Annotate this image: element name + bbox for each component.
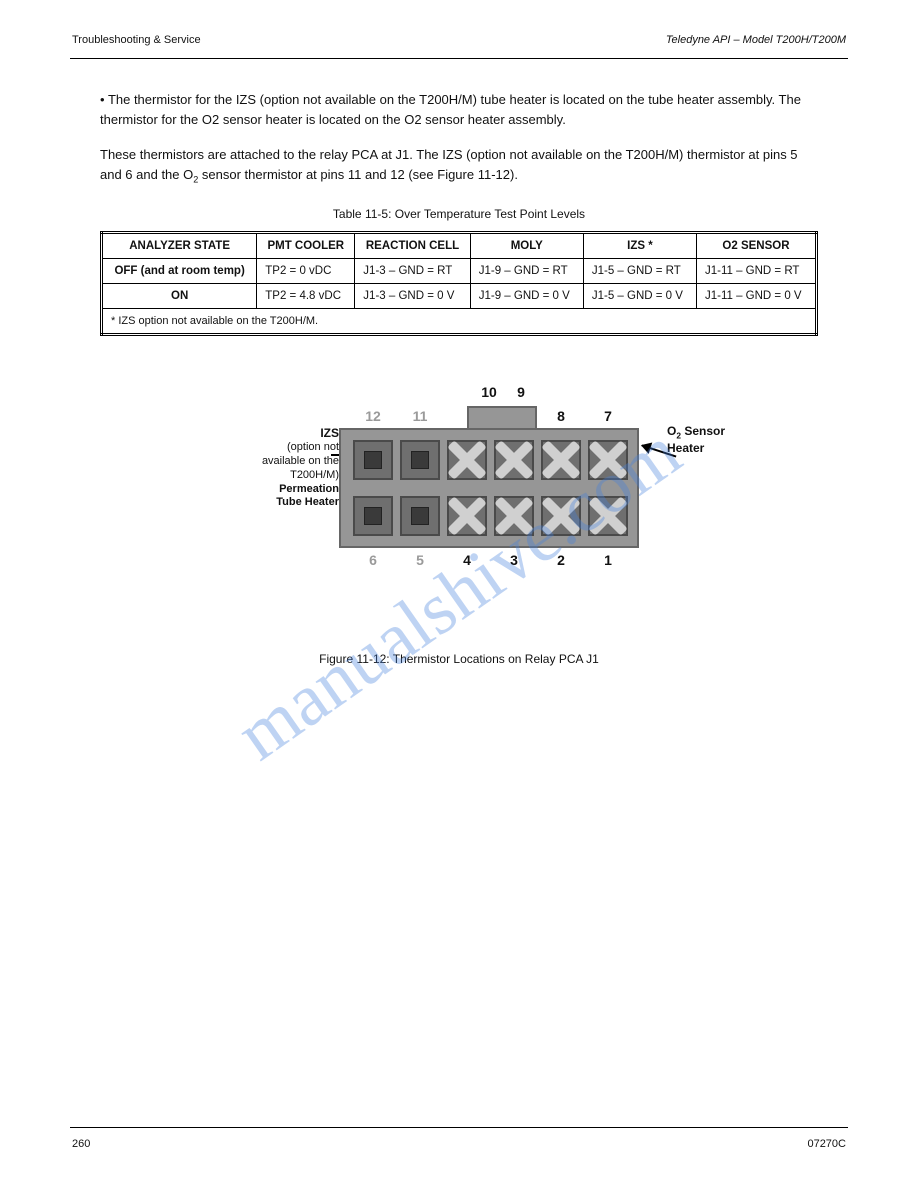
pin-3: [494, 496, 534, 536]
annotation-izs-line1: (option not: [287, 441, 339, 453]
annotation-o2-l1a: O: [667, 424, 676, 438]
x-icon: [498, 444, 530, 476]
pin-row-top: [353, 440, 628, 480]
pin-6: [353, 496, 393, 536]
body-content: • The thermistor for the IZS (option not…: [100, 90, 818, 666]
cell-izs: J1-5 – GND = 0 V: [583, 283, 696, 308]
col-o2: O2 SENSOR: [696, 232, 816, 258]
footer-doc-number: 07270C: [807, 1138, 846, 1150]
pin-label-12: 12: [353, 408, 393, 424]
table-note-row: * IZS option not available on the T200H/…: [102, 308, 817, 334]
annotation-izs-line2: available on the: [262, 455, 339, 467]
figure-caption: Figure 11-12: Thermistor Locations on Re…: [100, 652, 818, 666]
cell-state: OFF (and at room temp): [102, 258, 257, 283]
connector-body: 12 11 8 7 6 5 4 3 2 1: [339, 428, 639, 548]
table-caption: Table 11-5: Over Temperature Test Point …: [100, 207, 818, 221]
annotation-izs-bold2: Tube Heater: [276, 496, 339, 508]
x-icon: [451, 500, 483, 532]
pin-label-3: 3: [494, 552, 534, 568]
pin-8: [541, 440, 581, 480]
pin-row-bot: [353, 496, 628, 536]
connector-tab: [467, 406, 537, 430]
annotation-izs: IZS (option not available on the T200H/M…: [191, 426, 339, 511]
header-left-text: Troubleshooting & Service: [72, 34, 201, 46]
table-row: ON TP2 = 4.8 vDC J1-3 – GND = 0 V J1-9 –…: [102, 283, 817, 308]
cell-pmt: TP2 = 0 vDC: [257, 258, 355, 283]
pin-label-11: 11: [400, 408, 440, 424]
pin-10: [447, 440, 487, 480]
cell-moly: J1-9 – GND = 0 V: [470, 283, 583, 308]
table-header-row: ANALYZER STATE PMT COOLER REACTION CELL …: [102, 232, 817, 258]
col-state: ANALYZER STATE: [102, 232, 257, 258]
x-icon: [451, 444, 483, 476]
footer-rule: [70, 1127, 848, 1128]
connector-figure: IZS (option not available on the T200H/M…: [199, 376, 719, 636]
paragraph-1-text: The thermistor for the IZS (option not a…: [100, 92, 801, 127]
annotation-izs-title: IZS: [320, 426, 339, 440]
pin-label-8: 8: [541, 408, 581, 424]
pin-1: [588, 496, 628, 536]
page: Troubleshooting & Service Teledyne API –…: [0, 0, 918, 1188]
col-cell: REACTION CELL: [355, 232, 470, 258]
cell-state: ON: [102, 283, 257, 308]
pin-5: [400, 496, 440, 536]
bullet: •: [100, 92, 108, 107]
pin-label-1: 1: [588, 552, 628, 568]
pin-12: [353, 440, 393, 480]
header-rule: [70, 58, 848, 59]
col-izs: IZS *: [583, 232, 696, 258]
cell-pmt: TP2 = 4.8 vDC: [257, 283, 355, 308]
cell-cell: J1-3 – GND = 0 V: [355, 283, 470, 308]
col-pmt: PMT COOLER: [257, 232, 355, 258]
annotation-o2-l2: Heater: [667, 441, 704, 455]
pin-label-4: 4: [447, 552, 487, 568]
table-note: * IZS option not available on the T200H/…: [102, 308, 817, 334]
annotation-izs-line3: T200H/M): [290, 469, 339, 481]
cell-izs: J1-5 – GND = RT: [583, 258, 696, 283]
cell-moly: J1-9 – GND = RT: [470, 258, 583, 283]
x-icon: [498, 500, 530, 532]
paragraph-2: These thermistors are attached to the re…: [100, 145, 818, 187]
footer-page-number: 260: [72, 1138, 90, 1150]
pin-label-6: 6: [353, 552, 393, 568]
col-moly: MOLY: [470, 232, 583, 258]
x-icon: [545, 500, 577, 532]
temperature-table: ANALYZER STATE PMT COOLER REACTION CELL …: [100, 231, 818, 336]
cell-o2: J1-11 – GND = 0 V: [696, 283, 816, 308]
annotation-o2: O2 Sensor Heater: [667, 424, 777, 456]
annotation-izs-bold1: Permeation: [279, 483, 339, 495]
table-row: OFF (and at room temp) TP2 = 0 vDC J1-3 …: [102, 258, 817, 283]
pin-label-2: 2: [541, 552, 581, 568]
paragraph-2-text-b: sensor thermistor at pins 11 and 12 (see…: [198, 167, 518, 182]
pin-11: [400, 440, 440, 480]
pin-label-7: 7: [588, 408, 628, 424]
cell-o2: J1-11 – GND = RT: [696, 258, 816, 283]
pin-label-9-tab: 9: [501, 384, 541, 400]
pin-9: [494, 440, 534, 480]
pin-label-5: 5: [400, 552, 440, 568]
pin-4: [447, 496, 487, 536]
cell-cell: J1-3 – GND = RT: [355, 258, 470, 283]
paragraph-1: • The thermistor for the IZS (option not…: [100, 90, 818, 129]
annotation-o2-l1b: Sensor: [681, 424, 725, 438]
x-icon: [545, 444, 577, 476]
header-right-text: Teledyne API – Model T200H/T200M: [666, 34, 846, 46]
x-icon: [592, 444, 624, 476]
pin-2: [541, 496, 581, 536]
x-icon: [592, 500, 624, 532]
pin-7: [588, 440, 628, 480]
